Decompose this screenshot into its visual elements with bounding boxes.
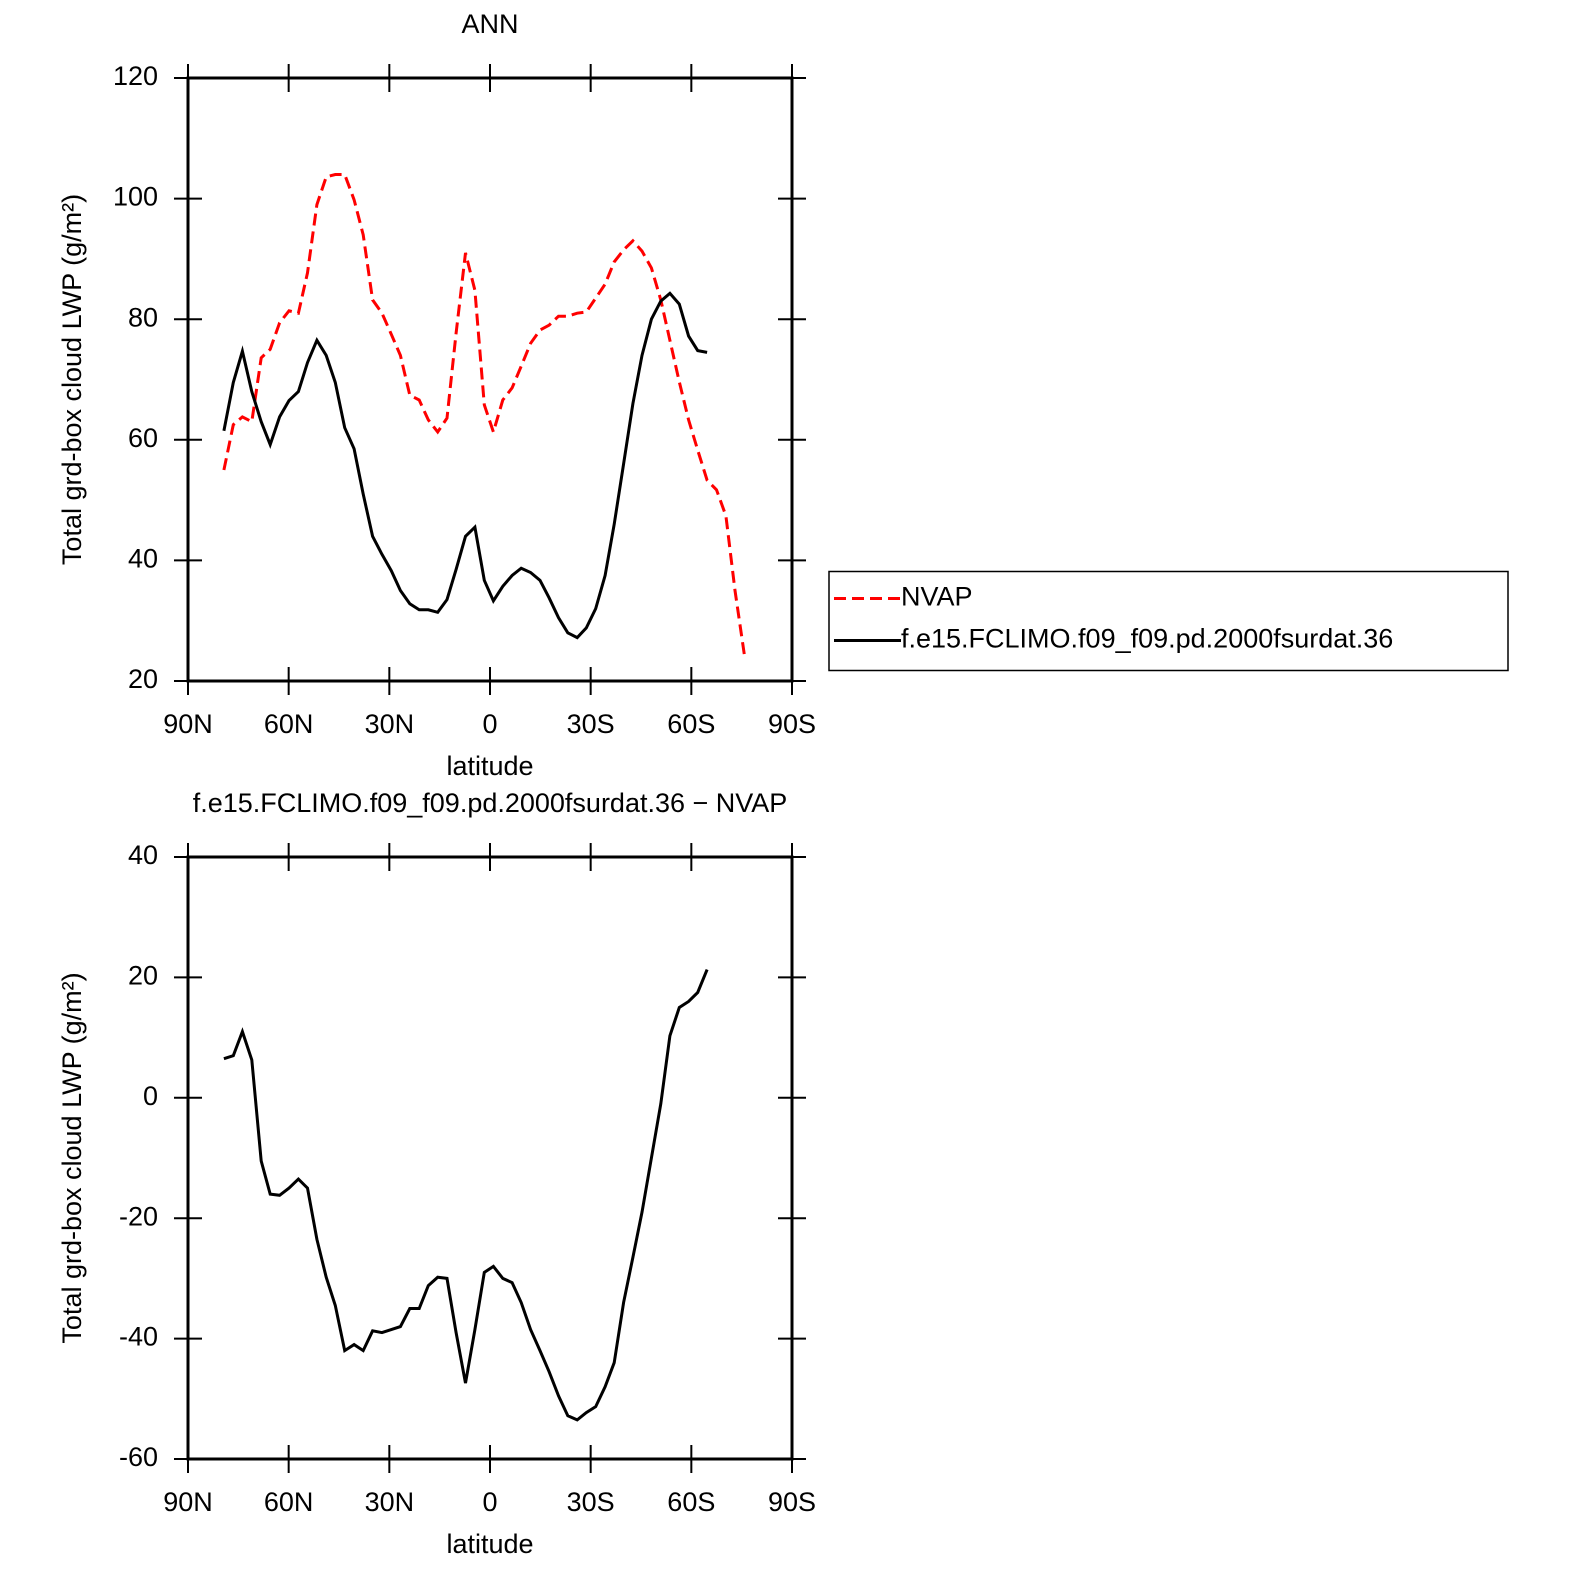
y-axis-label: Total grd-box cloud LWP (g/m²)	[57, 972, 87, 1343]
x-tick-label: 60S	[667, 1487, 715, 1517]
x-tick-label: 0	[482, 709, 497, 739]
x-tick-label: 0	[482, 1487, 497, 1517]
y-tick-label: 80	[128, 302, 158, 332]
x-tick-label: 90N	[163, 1487, 213, 1517]
y-tick-label: 20	[128, 961, 158, 991]
data-line	[223, 969, 709, 1422]
y-tick-label: 120	[113, 61, 158, 91]
y-tick-label: 0	[143, 1081, 158, 1111]
plot-frame	[186, 855, 794, 1461]
x-tick-label: 30N	[365, 1487, 415, 1517]
x-tick-label: 90S	[768, 709, 816, 739]
x-axis-label: latitude	[446, 751, 533, 781]
x-tick-label: 60S	[667, 709, 715, 739]
y-tick-label: 100	[113, 182, 158, 212]
y-tick-label: 40	[128, 544, 158, 574]
x-tick-label: 60N	[264, 1487, 314, 1517]
y-tick-label: -20	[119, 1201, 158, 1231]
x-tick-label: 90N	[163, 709, 213, 739]
x-tick-label: 30S	[567, 709, 615, 739]
x-tick-label: 30S	[567, 1487, 615, 1517]
data-line	[222, 291, 708, 640]
legend: NVAP f.e15.FCLIMO.f09_f09.pd.2000fsurdat.…	[828, 570, 1509, 672]
x-tick-label: 90S	[768, 1487, 816, 1517]
x-tick-label: 30N	[365, 709, 415, 739]
x-tick-label: 60N	[264, 709, 314, 739]
legend-box	[828, 570, 1509, 672]
x-axis-label: latitude	[446, 1529, 533, 1559]
y-tick-label: 60	[128, 423, 158, 453]
legend-label: f.e15.FCLIMO.f09_f09.pd.2000fsurdat.36	[901, 624, 1393, 654]
y-tick-label: -40	[119, 1322, 158, 1352]
chart-title: f.e15.FCLIMO.f09_f09.pd.2000fsurdat.36 −…	[193, 788, 788, 818]
legend-label: NVAP	[901, 582, 973, 612]
chart-title: ANN	[461, 9, 518, 39]
y-tick-label: 20	[128, 664, 158, 694]
y-tick-label: -60	[119, 1442, 158, 1472]
data-line	[222, 173, 746, 656]
y-axis-label: Total grd-box cloud LWP (g/m²)	[57, 194, 87, 565]
y-tick-label: 40	[128, 840, 158, 870]
plot-frame	[186, 76, 794, 683]
